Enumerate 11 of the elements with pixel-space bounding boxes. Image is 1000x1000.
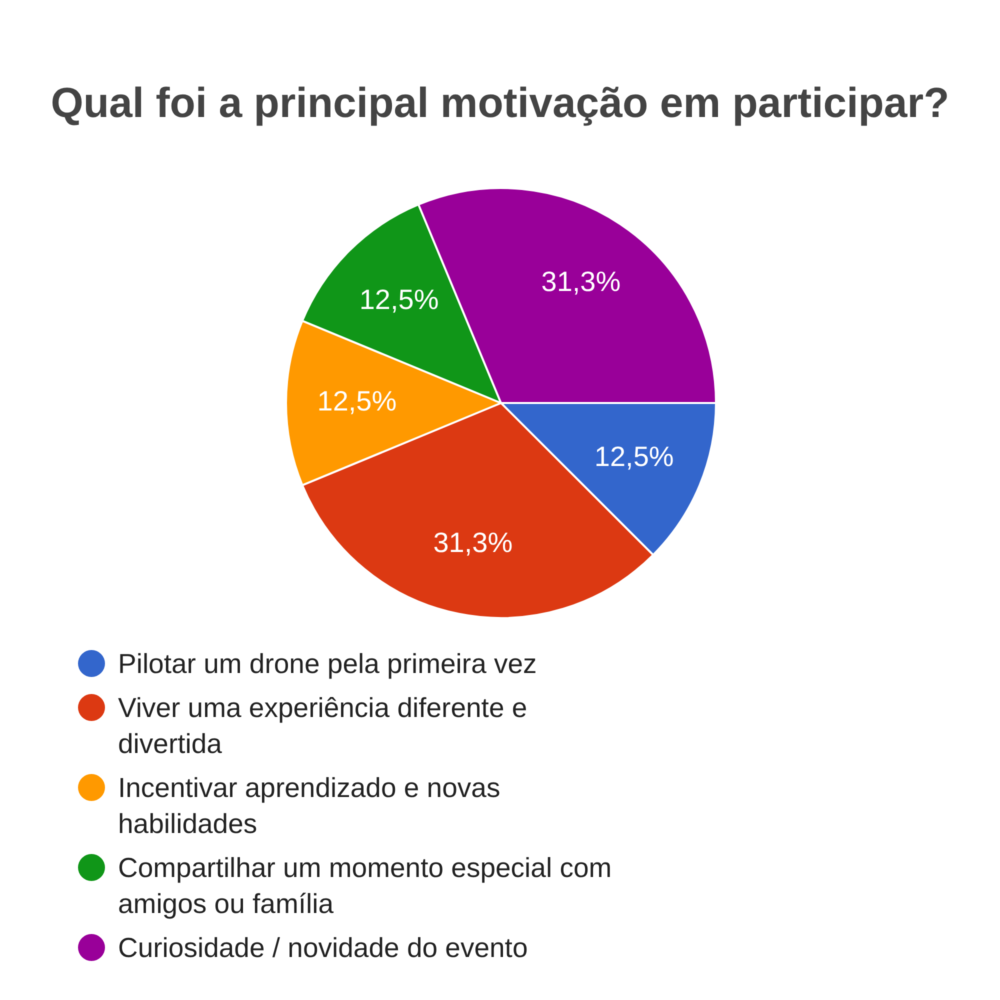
legend-label: Incentivar aprendizado e novas habilidades — [118, 771, 502, 841]
data-label: 12,5% — [317, 386, 397, 417]
chart-title: Qual foi a principal motivação em participar? — [50, 78, 950, 128]
legend-label: Viver uma experiência diferente e divertida — [118, 691, 528, 761]
data-label: 12,5% — [359, 284, 439, 315]
data-label: 31,3% — [541, 266, 621, 297]
legend-label: Pilotar um drone pela primeira vez — [118, 647, 537, 681]
data-label: 12,5% — [594, 440, 674, 472]
legend-label: Compartilhar um momento especial com amigos ou família — [118, 851, 613, 921]
legend-label: Curiosidade / novidade do evento — [118, 931, 528, 965]
data-label: 31,3% — [433, 527, 513, 558]
